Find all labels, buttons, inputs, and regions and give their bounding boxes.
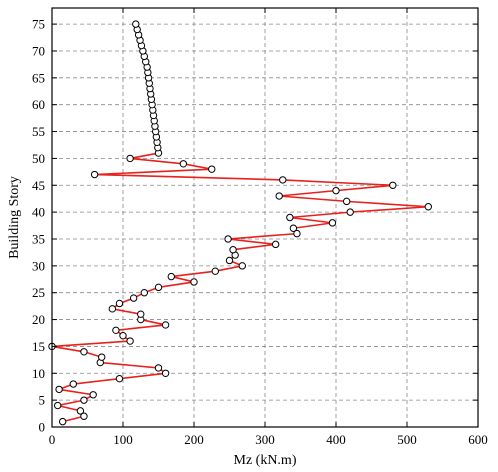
data-point	[76, 407, 85, 415]
x-tick-label: 200	[184, 432, 204, 447]
series-line	[51, 23, 430, 423]
data-point	[161, 321, 170, 329]
y-tick-label: 10	[32, 366, 45, 381]
data-point	[132, 20, 140, 28]
data-point	[98, 353, 106, 361]
y-tick-label: 70	[32, 43, 45, 58]
data-point	[275, 192, 283, 200]
data-point	[108, 305, 117, 313]
data-point	[80, 412, 88, 420]
data-point	[112, 326, 120, 335]
x-tick-label: 500	[397, 432, 417, 447]
y-tick-label: 75	[32, 17, 45, 32]
y-tick-label: 30	[32, 258, 45, 273]
data-point	[342, 197, 351, 206]
data-point	[238, 262, 246, 270]
data-point	[115, 374, 124, 383]
tick-layer: 0 100 200 300 400 500 600 0 5 10 15 20 25 30 35 40 45 50 5…	[32, 8, 488, 447]
data-layer	[48, 20, 432, 426]
data-point	[190, 278, 198, 286]
y-tick-label: 55	[32, 124, 45, 139]
y-tick-label: 15	[32, 339, 45, 354]
y-tick-label: 20	[32, 312, 45, 327]
data-point	[154, 283, 163, 292]
data-point	[224, 235, 232, 243]
x-tick-label: 0	[49, 432, 56, 447]
x-tick-label: 300	[255, 432, 275, 447]
grid-layer	[52, 8, 478, 427]
data-point	[58, 417, 67, 426]
data-point	[346, 208, 354, 216]
data-point	[115, 299, 124, 308]
data-point	[119, 331, 127, 340]
y-tick-label: 45	[32, 178, 45, 193]
data-point	[167, 272, 175, 281]
data-point	[289, 224, 298, 232]
data-point	[137, 310, 145, 318]
data-point	[126, 337, 134, 345]
data-point	[225, 256, 234, 265]
data-point	[129, 294, 138, 302]
y-tick-label: 60	[32, 97, 45, 112]
y-tick-label: 65	[32, 70, 45, 85]
y-tick-label: 35	[32, 231, 45, 246]
data-point	[140, 289, 149, 297]
data-point	[90, 170, 99, 179]
data-point	[53, 401, 62, 410]
data-point	[286, 213, 294, 222]
data-point	[69, 380, 78, 388]
data-point	[211, 267, 220, 275]
x-tick-label: 100	[113, 432, 133, 447]
data-point	[80, 396, 88, 404]
y-tick-label: 5	[39, 393, 46, 408]
data-point	[55, 385, 63, 394]
data-point	[154, 364, 163, 372]
y-tick-label: 50	[32, 151, 45, 166]
data-point	[80, 348, 88, 356]
y-tick-label: 0	[39, 420, 46, 435]
y-axis-label: Building Story	[7, 176, 22, 259]
data-point	[161, 369, 170, 377]
data-point	[126, 154, 134, 163]
data-point	[293, 229, 301, 238]
data-point	[424, 203, 432, 211]
x-tick-label: 400	[326, 432, 346, 447]
data-point	[89, 391, 97, 399]
data-point	[279, 176, 287, 184]
x-axis-label: Mz (kN.m)	[234, 453, 297, 468]
x-tick-label: 600	[468, 432, 488, 447]
data-point	[208, 165, 216, 173]
data-point	[271, 240, 280, 249]
data-point	[229, 246, 237, 254]
data-point	[179, 160, 188, 168]
data-point	[332, 186, 340, 195]
y-tick-label: 40	[32, 205, 45, 220]
data-point	[328, 219, 337, 227]
data-point	[389, 181, 397, 189]
y-tick-label: 25	[32, 285, 45, 300]
